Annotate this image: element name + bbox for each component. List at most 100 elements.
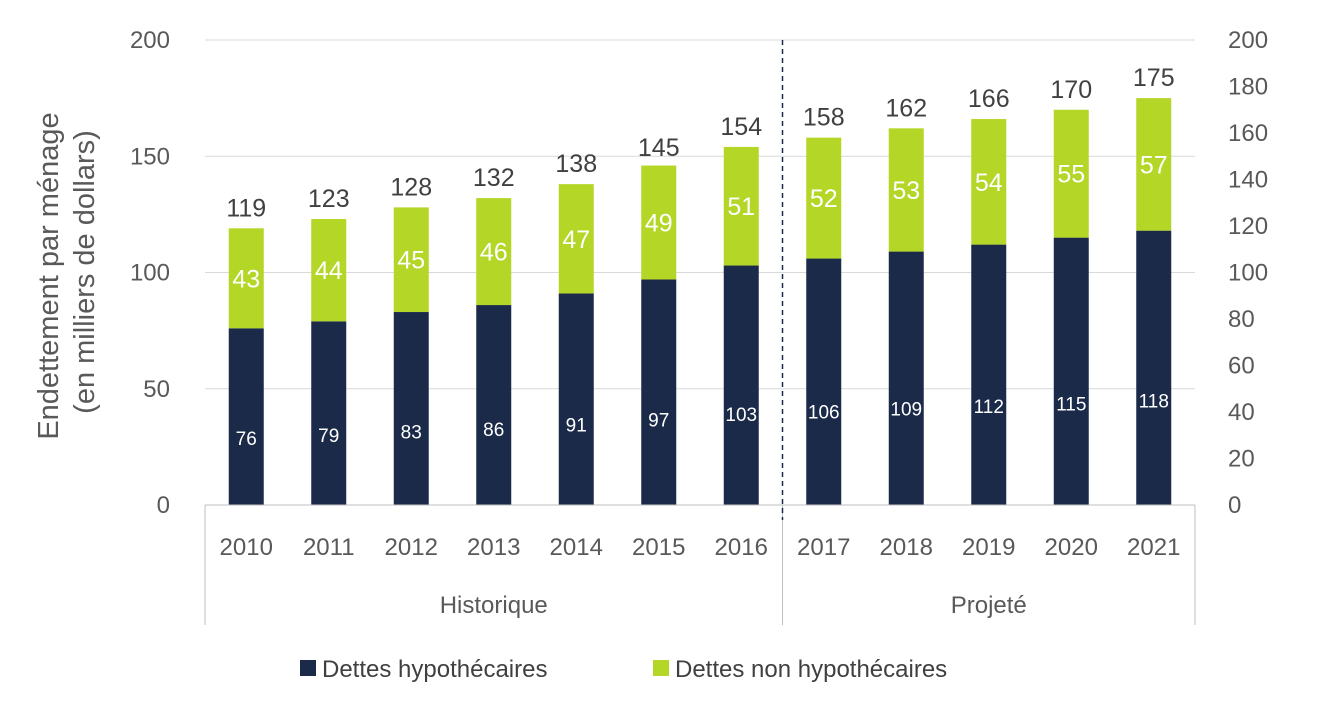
data-label-mortgage: 109 xyxy=(890,400,922,421)
data-label-total: 154 xyxy=(720,113,762,141)
bar-segment-non-mortgage xyxy=(806,137,842,259)
data-label-total: 170 xyxy=(1050,76,1092,104)
data-label-non-mortgage: 49 xyxy=(645,210,673,238)
bar-segment-mortgage xyxy=(806,258,842,505)
bar-segment-non-mortgage xyxy=(1136,98,1172,231)
data-label-mortgage: 103 xyxy=(725,405,757,426)
bar-segment-mortgage xyxy=(723,265,759,505)
data-label-non-mortgage: 54 xyxy=(975,169,1003,197)
data-label-total: 138 xyxy=(555,150,597,178)
y-tick-label-left: 0 xyxy=(157,492,170,519)
data-label-mortgage: 76 xyxy=(236,429,257,450)
bar-segment-non-mortgage xyxy=(228,228,264,329)
y-tick-label-right: 60 xyxy=(1228,353,1255,380)
y-tick-label-right: 80 xyxy=(1228,306,1255,333)
bar-segment-mortgage xyxy=(228,328,264,505)
x-tick-label: 2012 xyxy=(385,534,438,561)
data-label-mortgage: 91 xyxy=(566,416,587,437)
x-tick-label: 2016 xyxy=(715,534,768,561)
y-axis-right: 0 20 40 60 80 100 120 140 160 180 200 xyxy=(1228,27,1268,519)
y-tick-label-right: 0 xyxy=(1228,492,1241,519)
bar-segment-mortgage xyxy=(393,312,429,505)
bars xyxy=(228,98,1172,505)
data-label-mortgage: 83 xyxy=(401,423,422,444)
x-group-label: Projeté xyxy=(951,592,1027,619)
data-label-non-mortgage: 53 xyxy=(892,177,920,205)
bar-segment-mortgage xyxy=(1053,237,1089,505)
bar-segment-mortgage xyxy=(558,293,594,505)
bar-segment-non-mortgage xyxy=(558,184,594,294)
x-tick-label: 2019 xyxy=(962,534,1015,561)
y-tick-label-right: 160 xyxy=(1228,120,1268,147)
y-tick-label-right: 120 xyxy=(1228,213,1268,240)
y-tick-label-left: 100 xyxy=(130,260,170,287)
data-label-total: 128 xyxy=(390,173,432,201)
data-label-non-mortgage: 44 xyxy=(315,257,343,285)
legend-swatch-mortgage xyxy=(300,660,316,676)
y-tick-label-right: 100 xyxy=(1228,260,1268,287)
y-tick-label-left: 50 xyxy=(143,376,170,403)
bar-segment-mortgage xyxy=(641,279,677,505)
y-tick-label-left: 200 xyxy=(130,27,170,54)
x-tick-label: 2014 xyxy=(550,534,603,561)
x-tick-label: 2018 xyxy=(880,534,933,561)
bar-segment-mortgage xyxy=(888,251,924,505)
bar-segment-mortgage xyxy=(971,244,1007,505)
legend-label-mortgage: Dettes hypothécaires xyxy=(322,656,547,683)
data-label-non-mortgage: 43 xyxy=(232,265,260,293)
x-tick-label: 2010 xyxy=(220,534,273,561)
data-label-mortgage: 86 xyxy=(483,420,504,441)
x-tick-label: 2011 xyxy=(303,534,355,561)
data-label-total: 145 xyxy=(638,134,680,162)
bar-segment-non-mortgage xyxy=(476,198,512,306)
bar-segment-mortgage xyxy=(311,321,347,505)
data-label-mortgage: 112 xyxy=(974,397,1004,418)
data-label-total: 119 xyxy=(226,194,266,222)
y-tick-label-left: 150 xyxy=(130,143,170,170)
x-axis: 2010 2011 2012 2013 2014 2015 2016 2017 2018 2019… xyxy=(204,504,1196,625)
legend: Dettes hypothécaires Dettes non hypothéc… xyxy=(300,656,947,683)
data-label-non-mortgage: 47 xyxy=(562,226,590,254)
data-label-non-mortgage: 51 xyxy=(727,193,755,221)
data-label-non-mortgage: 52 xyxy=(810,185,838,213)
data-label-total: 158 xyxy=(803,104,845,132)
data-label-mortgage: 118 xyxy=(1139,392,1169,413)
x-tick-label: 2015 xyxy=(632,534,685,561)
y-tick-label-right: 140 xyxy=(1228,167,1268,194)
data-label-non-mortgage: 46 xyxy=(480,239,508,267)
y-axis-left: 0 50 100 150 200 xyxy=(130,27,170,519)
data-label-non-mortgage: 45 xyxy=(397,247,425,275)
y-tick-label-right: 200 xyxy=(1228,27,1268,54)
x-tick-label: 2020 xyxy=(1045,534,1098,561)
data-label-mortgage: 97 xyxy=(648,410,669,431)
x-group-label: Historique xyxy=(440,592,548,619)
bar-segment-mortgage xyxy=(476,305,512,505)
y-axis-title-line-1: Endettement par ménage xyxy=(33,112,65,439)
bar-segment-non-mortgage xyxy=(393,207,429,313)
x-tick-label: 2021 xyxy=(1127,534,1180,561)
gridlines xyxy=(205,39,1195,390)
data-label-total: 175 xyxy=(1133,64,1175,92)
data-label-total: 166 xyxy=(968,85,1010,113)
segment-labels: 76 43 79 44 83 45 86 46 91 47 97 49 103 51 106 52 109 53 1… xyxy=(232,151,1169,449)
data-label-non-mortgage: 57 xyxy=(1140,151,1168,179)
bar-segment-non-mortgage xyxy=(723,146,759,266)
x-tick-label: 2017 xyxy=(797,534,850,561)
x-tick-label: 2013 xyxy=(467,534,520,561)
y-tick-label-right: 40 xyxy=(1228,399,1255,426)
y-axis-title-line-2: (en milliers de dollars) xyxy=(69,130,101,414)
legend-swatch-non-mortgage xyxy=(653,660,669,676)
data-label-total: 162 xyxy=(885,94,927,122)
data-label-total: 123 xyxy=(308,185,350,213)
data-label-mortgage: 106 xyxy=(808,402,840,423)
bar-segment-non-mortgage xyxy=(311,219,347,322)
data-label-non-mortgage: 55 xyxy=(1057,161,1085,189)
legend-label-non-mortgage: Dettes non hypothécaires xyxy=(675,656,947,683)
y-axis-title: Endettement par ménage (en milliers de d… xyxy=(33,104,101,439)
y-tick-label-right: 20 xyxy=(1228,446,1255,473)
y-tick-label-right: 180 xyxy=(1228,74,1268,101)
bar-segment-non-mortgage xyxy=(888,128,924,252)
data-label-mortgage: 79 xyxy=(318,426,339,447)
data-label-mortgage: 115 xyxy=(1056,394,1086,415)
